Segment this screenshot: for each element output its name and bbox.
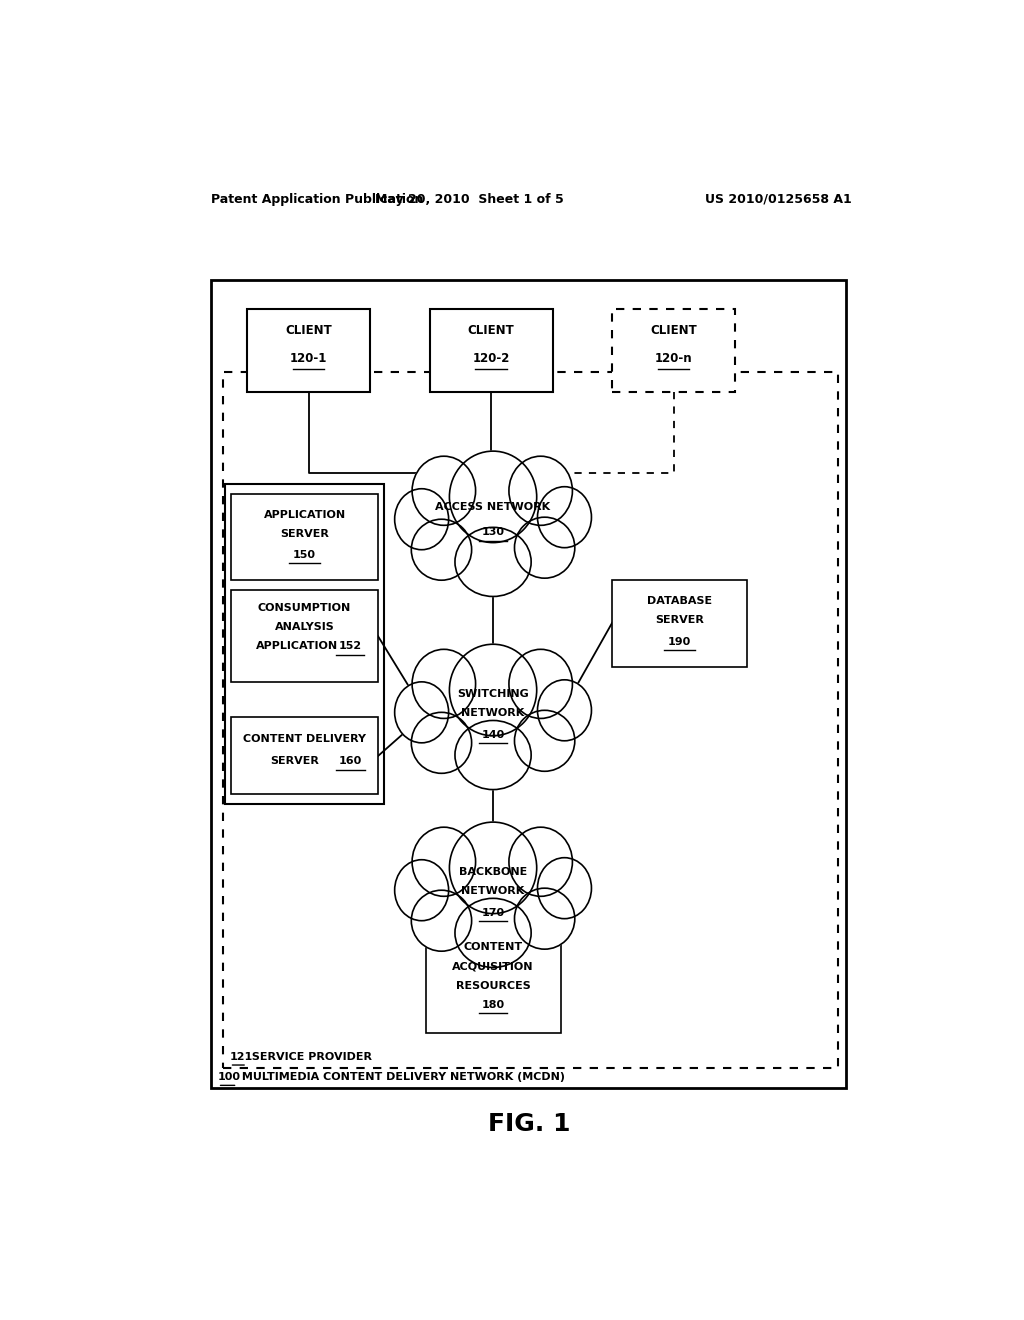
Text: SWITCHING: SWITCHING	[457, 689, 529, 700]
Text: ACCESS NETWORK: ACCESS NETWORK	[435, 502, 551, 512]
Text: May 20, 2010  Sheet 1 of 5: May 20, 2010 Sheet 1 of 5	[375, 193, 563, 206]
Ellipse shape	[412, 457, 475, 525]
Text: APPLICATION: APPLICATION	[256, 642, 338, 651]
FancyBboxPatch shape	[231, 718, 378, 793]
Text: Patent Application Publication: Patent Application Publication	[211, 193, 424, 206]
Text: SERVER: SERVER	[281, 529, 329, 539]
Ellipse shape	[394, 859, 449, 921]
FancyBboxPatch shape	[426, 931, 560, 1032]
Ellipse shape	[538, 858, 592, 919]
Text: SERVICE PROVIDER: SERVICE PROVIDER	[248, 1052, 372, 1063]
Text: CLIENT: CLIENT	[650, 323, 697, 337]
FancyBboxPatch shape	[223, 372, 839, 1068]
Ellipse shape	[412, 890, 472, 952]
Text: RESOURCES: RESOURCES	[456, 981, 530, 991]
Text: 120-1: 120-1	[290, 352, 328, 366]
FancyBboxPatch shape	[211, 280, 846, 1089]
Ellipse shape	[394, 488, 449, 549]
Text: DATABASE: DATABASE	[647, 597, 712, 606]
Ellipse shape	[455, 721, 531, 789]
FancyBboxPatch shape	[225, 483, 384, 804]
Text: 140: 140	[481, 730, 505, 739]
Ellipse shape	[509, 828, 572, 896]
Ellipse shape	[412, 519, 472, 581]
Text: CLIENT: CLIENT	[468, 323, 514, 337]
FancyBboxPatch shape	[612, 581, 748, 667]
Text: 170: 170	[481, 908, 505, 917]
Text: SERVER: SERVER	[655, 615, 703, 626]
Ellipse shape	[450, 451, 537, 543]
Text: 160: 160	[339, 755, 362, 766]
Text: CONSUMPTION: CONSUMPTION	[258, 603, 351, 612]
Text: CONTENT DELIVERY: CONTENT DELIVERY	[243, 734, 366, 744]
Text: 130: 130	[481, 528, 505, 537]
Text: SERVER: SERVER	[270, 755, 319, 766]
Ellipse shape	[455, 899, 531, 968]
Ellipse shape	[514, 888, 574, 949]
Text: 120-2: 120-2	[472, 352, 510, 366]
Ellipse shape	[509, 649, 572, 718]
Text: CONTENT: CONTENT	[464, 942, 522, 952]
Ellipse shape	[514, 517, 574, 578]
Ellipse shape	[509, 457, 572, 525]
Ellipse shape	[538, 680, 592, 741]
Ellipse shape	[412, 713, 472, 774]
Text: 152: 152	[339, 642, 362, 651]
Text: 100: 100	[218, 1072, 241, 1082]
Text: ANALYSIS: ANALYSIS	[274, 622, 335, 632]
Text: 180: 180	[481, 1001, 505, 1010]
Text: CLIENT: CLIENT	[285, 323, 332, 337]
Text: BACKBONE: BACKBONE	[459, 867, 527, 876]
Ellipse shape	[514, 710, 574, 771]
Ellipse shape	[450, 822, 537, 913]
Ellipse shape	[412, 828, 475, 896]
Ellipse shape	[455, 528, 531, 597]
Ellipse shape	[394, 682, 449, 743]
Text: ACQUISITION: ACQUISITION	[453, 961, 534, 972]
Ellipse shape	[450, 644, 537, 735]
FancyBboxPatch shape	[247, 309, 370, 392]
Text: US 2010/0125658 A1: US 2010/0125658 A1	[706, 193, 852, 206]
FancyBboxPatch shape	[430, 309, 553, 392]
Ellipse shape	[538, 487, 592, 548]
Text: 150: 150	[293, 550, 316, 560]
Ellipse shape	[412, 649, 475, 718]
Text: FIG. 1: FIG. 1	[487, 1111, 570, 1137]
Text: NETWORK: NETWORK	[462, 709, 524, 718]
FancyBboxPatch shape	[612, 309, 735, 392]
Text: NETWORK: NETWORK	[462, 886, 524, 896]
Text: APPLICATION: APPLICATION	[263, 510, 346, 520]
FancyBboxPatch shape	[231, 590, 378, 682]
Text: 120-n: 120-n	[654, 352, 692, 366]
Text: 190: 190	[668, 636, 691, 647]
Text: 121: 121	[229, 1052, 253, 1063]
Text: MULTIMEDIA CONTENT DELIVERY NETWORK (MCDN): MULTIMEDIA CONTENT DELIVERY NETWORK (MCD…	[239, 1072, 565, 1082]
FancyBboxPatch shape	[231, 494, 378, 581]
